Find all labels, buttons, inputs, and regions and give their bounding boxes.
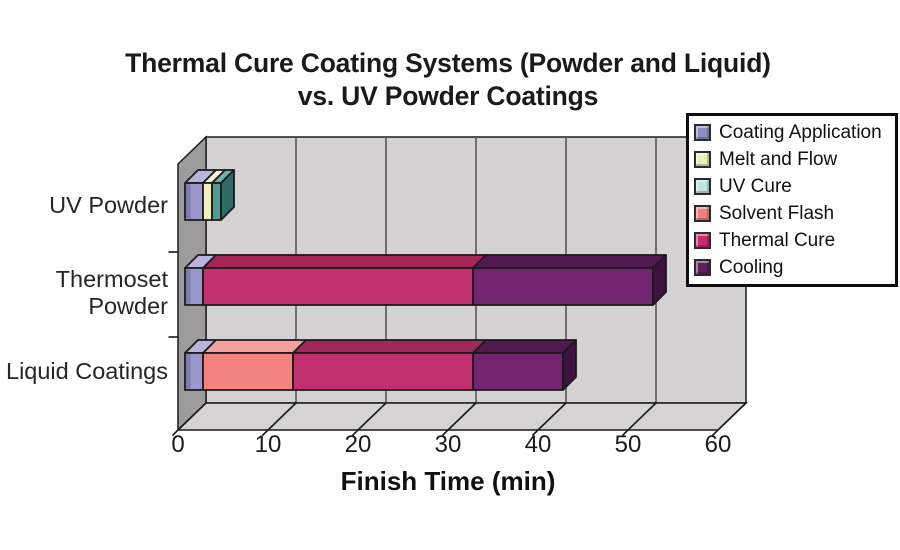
bar-thermoset-powder-cooling-front <box>472 267 654 306</box>
bar-liquid-coatings-cooling-front <box>472 352 564 391</box>
legend-label-cooling: Cooling <box>719 256 784 278</box>
x-axis-tick-labels: 0 10 20 30 40 50 60 <box>0 431 900 461</box>
x-tick-20: 20 <box>344 431 372 458</box>
floor-tick <box>621 402 657 437</box>
bar-uv-powder-melt-and-flow-front <box>202 182 213 221</box>
bar-thermoset-powder-cooling-top <box>472 254 667 269</box>
legend-item-melt-and-flow: Melt and Flow <box>694 146 890 173</box>
floor-tick <box>711 402 747 437</box>
x-tick-0: 0 <box>171 431 185 458</box>
category-label-thermoset-powder: Thermoset Powder <box>55 266 168 319</box>
x-tick-10: 10 <box>254 431 282 458</box>
floor-tick <box>351 402 387 437</box>
x-tick-50: 50 <box>614 431 642 458</box>
legend-swatch-coating-application <box>694 124 711 141</box>
legend-swatch-solvent-flash <box>694 205 711 222</box>
legend-swatch-uv-cure <box>694 178 711 195</box>
bar-thermoset-powder-thermal-cure-top <box>202 254 487 269</box>
legend-item-uv-cure: UV Cure <box>694 173 890 200</box>
floor-tick <box>441 402 477 437</box>
floor-tick <box>531 402 567 437</box>
bar-liquid-coatings-solvent-flash-top <box>202 339 307 354</box>
legend-label-solvent-flash: Solvent Flash <box>719 202 835 224</box>
bar-liquid-coatings-wall-shade <box>186 354 191 389</box>
legend-label-melt-and-flow: Melt and Flow <box>719 148 838 170</box>
bar-uv-powder-uv-cure-front <box>211 182 222 221</box>
bar-liquid-coatings-solvent-flash-front <box>202 352 294 391</box>
bar-thermoset-powder-wall-shade <box>186 269 191 304</box>
x-axis-title: Finish Time (min) <box>340 466 556 496</box>
bar-liquid-coatings-cooling-top <box>472 339 577 354</box>
legend-swatch-thermal-cure <box>694 232 711 249</box>
category-label-uv-powder: UV Powder <box>49 192 168 218</box>
chart-title: Thermal Cure Coating Systems (Powder and… <box>0 47 896 113</box>
legend-item-cooling: Cooling <box>694 254 890 281</box>
category-label-liquid-coatings: Liquid Coatings <box>6 358 168 384</box>
chart-title-line2: vs. UV Powder Coatings <box>297 81 599 111</box>
bar-thermoset-powder-thermal-cure-front <box>202 267 474 306</box>
legend-item-solvent-flash: Solvent Flash <box>694 200 890 227</box>
legend-box: Coating Application Melt and Flow UV Cur… <box>686 113 898 287</box>
legend-label-thermal-cure: Thermal Cure <box>719 229 836 251</box>
bar-thermoset-powder-cooling-end-cap <box>652 254 667 306</box>
x-tick-40: 40 <box>524 431 552 458</box>
legend-swatch-cooling <box>694 259 711 276</box>
bar-liquid-coatings-thermal-cure-front <box>292 352 474 391</box>
floor-tick <box>171 402 207 437</box>
legend-swatch-melt-and-flow <box>694 151 711 168</box>
legend-label-coating-application: Coating Application <box>719 121 882 143</box>
bar-uv-powder-uv-cure-end-cap <box>220 169 235 221</box>
bar-uv-powder-wall-shade <box>186 184 191 219</box>
bar-liquid-coatings-thermal-cure-top <box>292 339 487 354</box>
legend-item-coating-application: Coating Application <box>694 119 890 146</box>
x-tick-30: 30 <box>434 431 462 458</box>
legend-label-uv-cure: UV Cure <box>719 175 792 197</box>
chart-title-line1: Thermal Cure Coating Systems (Powder and… <box>125 48 771 78</box>
legend-item-thermal-cure: Thermal Cure <box>694 227 890 254</box>
bar-liquid-coatings-cooling-end-cap <box>562 339 577 391</box>
x-tick-60: 60 <box>704 431 732 458</box>
floor-tick <box>261 402 297 437</box>
